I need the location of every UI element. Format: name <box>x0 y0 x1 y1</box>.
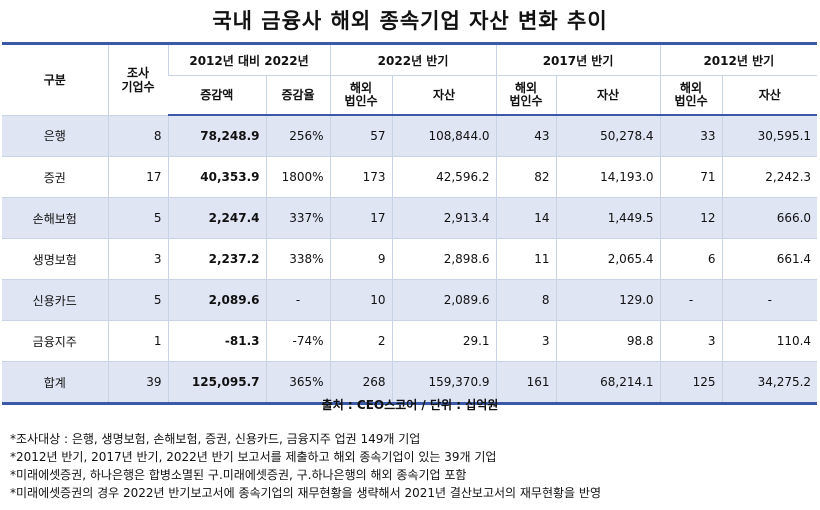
footnotes: *조사대상 : 은행, 생명보험, 손해보험, 증권, 신용카드, 금융지주 업… <box>10 430 810 502</box>
row-count: 3 <box>107 238 168 280</box>
row-increase-rate: -74% <box>265 320 331 362</box>
table-row: 생명보험 3 2,237.2 338% 9 2,898.6 11 2,065.4… <box>2 238 818 280</box>
row-corps-2017: 3 <box>495 320 557 362</box>
header-group-change: 2012년 대비 2022년 <box>167 42 331 76</box>
row-assets-2022: 42,596.2 <box>391 156 497 198</box>
row-corps-2012: 12 <box>659 197 723 239</box>
header-assets-2012: 자산 <box>721 75 818 116</box>
header-increase-rate: 증감율 <box>265 75 331 116</box>
footnote: *미래에셋증권, 하나은행은 합병소멸된 구.미래에셋증권, 구.하나은행의 해… <box>10 468 467 482</box>
row-corps-2017: 11 <box>495 238 557 280</box>
footnote: *조사대상 : 은행, 생명보험, 손해보험, 증권, 신용카드, 금융지주 업… <box>10 432 421 446</box>
table-row: 금융지주 1 -81.3 -74% 2 29.1 3 98.8 3 110.4 <box>2 320 818 362</box>
row-category: 은행 <box>2 115 108 157</box>
row-increase-amount: 40,353.9 <box>167 156 266 198</box>
row-assets-2012: 666.0 <box>721 197 818 239</box>
row-corps-2012: 6 <box>659 238 723 280</box>
row-increase-amount: 2,237.2 <box>167 238 266 280</box>
table-row-total: 합계 39 125,095.7 365% 268 159,370.9 161 6… <box>2 361 818 405</box>
row-assets-2012: 30,595.1 <box>721 115 818 157</box>
footnote: *미래에셋증권의 경우 2022년 반기보고서에 종속기업의 재무현황을 생략해… <box>10 486 601 500</box>
row-increase-amount: -81.3 <box>167 320 266 362</box>
page-title: 국내 금융사 해외 종속기업 자산 변화 추이 <box>212 9 608 33</box>
row-increase-rate: 1800% <box>265 156 331 198</box>
row-increase-amount: 2,089.6 <box>167 279 266 321</box>
row-increase-rate: - <box>265 279 331 321</box>
row-assets-2022: 29.1 <box>391 320 497 362</box>
header-group-2012: 2012년 반기 <box>659 42 818 76</box>
row-assets-2017: 50,278.4 <box>555 115 661 157</box>
row-category: 합계 <box>2 361 108 405</box>
header-group-2022: 2022년 반기 <box>329 42 497 76</box>
row-increase-rate: 338% <box>265 238 331 280</box>
row-assets-2012: 661.4 <box>721 238 818 280</box>
row-count: 1 <box>107 320 168 362</box>
row-assets-2012: 110.4 <box>721 320 818 362</box>
row-corps-2022: 17 <box>329 197 393 239</box>
row-corps-2022: 57 <box>329 115 393 157</box>
row-assets-2022: 2,898.6 <box>391 238 497 280</box>
row-assets-2017: 129.0 <box>555 279 661 321</box>
row-assets-2017: 68,214.1 <box>555 361 661 405</box>
header-assets-2017: 자산 <box>555 75 661 116</box>
row-assets-2012: - <box>721 279 818 321</box>
row-assets-2022: 108,844.0 <box>391 115 497 157</box>
row-corps-2022: 173 <box>329 156 393 198</box>
row-corps-2017: 82 <box>495 156 557 198</box>
table-row: 은행 8 78,248.9 256% 57 108,844.0 43 50,27… <box>2 115 818 157</box>
header-corps-2012: 해외 법인수 <box>659 75 723 116</box>
table-row: 신용카드 5 2,089.6 - 10 2,089.6 8 129.0 - - <box>2 279 818 321</box>
source-line: 출처 : CEO스코어 / 단위 : 십억원 <box>321 398 499 412</box>
row-count: 5 <box>107 197 168 239</box>
row-increase-rate: 365% <box>265 361 331 405</box>
row-corps-2022: 10 <box>329 279 393 321</box>
row-corps-2012: 125 <box>659 361 723 405</box>
header-assets-2022: 자산 <box>391 75 497 116</box>
header-category: 구분 <box>2 42 108 116</box>
row-assets-2012: 2,242.3 <box>721 156 818 198</box>
row-category: 금융지주 <box>2 320 108 362</box>
row-corps-2017: 161 <box>495 361 557 405</box>
row-corps-2012: - <box>659 279 723 321</box>
row-assets-2022: 2,089.6 <box>391 279 497 321</box>
row-count: 17 <box>107 156 168 198</box>
row-assets-2017: 98.8 <box>555 320 661 362</box>
row-corps-2012: 71 <box>659 156 723 198</box>
table-row: 증권 17 40,353.9 1800% 173 42,596.2 82 14,… <box>2 156 818 198</box>
row-corps-2022: 9 <box>329 238 393 280</box>
asset-table: 구분 조사 기업수 2012년 대비 2022년 2022년 반기 2017년 … <box>2 42 818 405</box>
row-category: 생명보험 <box>2 238 108 280</box>
row-corps-2012: 33 <box>659 115 723 157</box>
row-assets-2017: 14,193.0 <box>555 156 661 198</box>
table-row: 손해보험 5 2,247.4 337% 17 2,913.4 14 1,449.… <box>2 197 818 239</box>
row-assets-2022: 2,913.4 <box>391 197 497 239</box>
row-count: 8 <box>107 115 168 157</box>
row-increase-amount: 78,248.9 <box>167 115 266 157</box>
row-corps-2012: 3 <box>659 320 723 362</box>
row-count: 39 <box>107 361 168 405</box>
row-count: 5 <box>107 279 168 321</box>
row-category: 증권 <box>2 156 108 198</box>
header-company-count: 조사 기업수 <box>107 42 168 116</box>
row-increase-rate: 337% <box>265 197 331 239</box>
header-corps-2022: 해외 법인수 <box>329 75 393 116</box>
row-category: 손해보험 <box>2 197 108 239</box>
header-increase-amount: 증감액 <box>168 75 266 116</box>
row-assets-2017: 1,449.5 <box>555 197 661 239</box>
row-assets-2012: 34,275.2 <box>721 361 818 405</box>
row-increase-amount: 125,095.7 <box>167 361 266 405</box>
row-corps-2017: 14 <box>495 197 557 239</box>
footnote: *2012년 반기, 2017년 반기, 2022년 반기 보고서를 제출하고 … <box>10 450 497 464</box>
row-corps-2022: 268 <box>329 361 393 405</box>
row-assets-2017: 2,065.4 <box>555 238 661 280</box>
row-category: 신용카드 <box>2 279 108 321</box>
header-group-2017: 2017년 반기 <box>495 42 661 76</box>
row-increase-amount: 2,247.4 <box>167 197 266 239</box>
row-increase-rate: 256% <box>265 115 331 157</box>
row-assets-2022: 159,370.9 <box>391 361 497 405</box>
row-corps-2022: 2 <box>329 320 393 362</box>
header-corps-2017: 해외 법인수 <box>495 75 557 116</box>
row-corps-2017: 43 <box>495 115 557 157</box>
row-corps-2017: 8 <box>495 279 557 321</box>
